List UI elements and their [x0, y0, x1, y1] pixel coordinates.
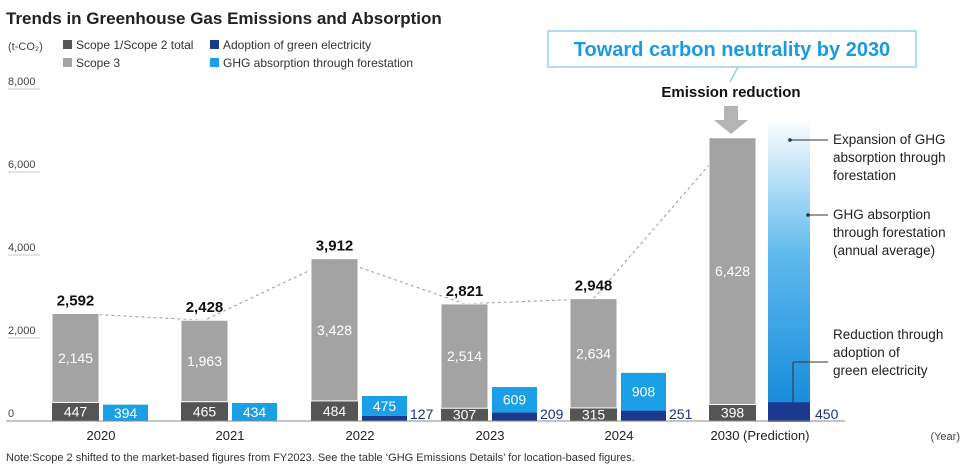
label-forestation: 475 [373, 398, 397, 414]
bar-green-electricity [621, 410, 666, 421]
headline-text: Toward carbon neutrality by 2030 [574, 39, 890, 61]
bar-scope12 [181, 401, 228, 421]
label-scope12: 398 [721, 405, 745, 421]
label-green-electricity: 127 [410, 406, 434, 422]
legend-label-scope12: Scope 1/Scope 2 total [76, 38, 193, 52]
label-green-electricity: 251 [669, 406, 693, 422]
bar-green-electricity [768, 402, 810, 421]
bar-forestation [232, 402, 277, 421]
svg-text:Reduction through: Reduction through [833, 327, 943, 342]
x-tick-label: 2024 [605, 428, 634, 443]
label-scope12: 447 [64, 404, 88, 420]
label-total: 2,821 [446, 283, 484, 300]
bar-scope3 [180, 319, 229, 403]
label-scope3: 2,514 [447, 348, 482, 364]
legend-label-forestation: GHG absorption through forestation [223, 56, 413, 70]
x-tick-label: 2023 [476, 428, 505, 443]
y-tick-label: 4,000 [8, 242, 36, 254]
label-forestation: 908 [632, 384, 656, 400]
annotation-expansion: Expansion of GHG absorption through fore… [833, 132, 946, 183]
bar-scope12 [441, 408, 488, 421]
headline-callout: Toward carbon neutrality by 2030 [547, 30, 917, 83]
bar-scope3 [708, 137, 757, 405]
x-tick-label: 2021 [216, 428, 245, 443]
year-label: (Year) [930, 431, 960, 443]
legend: Scope 1/Scope 2 total Scope 3 Adoption o… [63, 38, 413, 70]
label-scope12: 307 [453, 407, 477, 423]
legend-label-green-electricity: Adoption of green electricity [223, 38, 371, 52]
emission-reduction-label: Emission reduction [661, 84, 800, 101]
svg-text:through forestation: through forestation [833, 225, 946, 240]
legend-label-scope3: Scope 3 [76, 56, 120, 70]
label-scope3: 2,634 [576, 345, 611, 361]
y-tick-label: 8,000 [8, 76, 36, 88]
label-total: 2,948 [575, 278, 613, 295]
x-tick-label: 2022 [346, 428, 375, 443]
bars [51, 137, 810, 421]
legend-swatch-scope3 [63, 58, 72, 67]
svg-text:forestation: forestation [833, 168, 896, 183]
bar-scope3 [51, 312, 100, 403]
label-scope3: 3,428 [317, 322, 352, 338]
label-scope12: 315 [582, 406, 606, 422]
bar-forestation [492, 387, 537, 413]
down-arrow-icon [714, 106, 748, 134]
headline-box [547, 30, 917, 68]
legend-swatch-forestation [210, 58, 219, 67]
bar-scope12 [52, 402, 99, 421]
svg-text:Expansion of GHG: Expansion of GHG [833, 132, 946, 147]
svg-text:(annual average): (annual average) [833, 243, 935, 258]
annotation-ghg-absorption: GHG absorption through forestation (annu… [833, 207, 946, 258]
trend-line [75, 137, 733, 321]
svg-text:GHG absorption: GHG absorption [833, 207, 931, 222]
label-scope3: 2,145 [58, 350, 93, 366]
bar-scope12 [570, 407, 617, 421]
svg-text:green electricity: green electricity [833, 363, 928, 378]
headline-pointer [729, 66, 739, 83]
label-scope12: 465 [193, 403, 217, 419]
bar-green-electricity [492, 412, 537, 421]
x-tick-label: 2030 (Prediction) [711, 428, 810, 443]
y-axis-ticks: 0 2,000 4,000 6,000 8,000 [8, 76, 36, 420]
bar-labels: 447 2,145 2,592 394 465 1,963 2,428 434 484 3,428… [57, 238, 839, 423]
label-scope3: 6,428 [715, 263, 750, 279]
label-forestation: 434 [243, 404, 267, 420]
label-scope12: 484 [323, 403, 347, 419]
annotation-connectors [788, 138, 828, 412]
footnote: Note:Scope 2 shifted to the market-based… [6, 452, 635, 464]
x-tick-label: 2020 [87, 428, 116, 443]
label-total: 3,912 [316, 238, 354, 255]
legend-swatch-green-electricity [210, 40, 219, 49]
svg-text:adoption of: adoption of [833, 345, 900, 360]
annotation-reduction: Reduction through adoption of green elec… [833, 327, 943, 378]
up-arrow-forestation-icon [760, 99, 818, 422]
bar-scope3 [569, 298, 618, 409]
label-forestation: 394 [114, 405, 138, 421]
chart-title: Trends in Greenhouse Gas Emissions and A… [6, 9, 442, 28]
gridlines [8, 88, 40, 339]
legend-swatch-scope12 [63, 40, 72, 49]
unit-label: (t-CO₂) [8, 41, 43, 53]
bar-scope3 [310, 258, 359, 402]
svg-text:absorption through: absorption through [833, 150, 946, 165]
total-trend-line [75, 137, 733, 321]
y-tick-label: 6,000 [8, 159, 36, 171]
bar-forestation [362, 396, 407, 416]
label-scope3: 1,963 [187, 353, 222, 369]
label-total: 2,592 [57, 292, 95, 309]
y-tick-label: 2,000 [8, 325, 36, 337]
bar-forestation [621, 372, 666, 411]
bar-green-electricity [362, 415, 407, 421]
y-tick-label: 0 [8, 408, 14, 420]
x-axis: 2020 2021 2022 2023 2024 2030 (Prediction) [6, 420, 845, 443]
bar-scope12 [311, 400, 358, 421]
label-green-electricity: 450 [815, 406, 839, 422]
label-forestation: 609 [503, 392, 527, 408]
bar-forestation [103, 404, 148, 421]
bar-scope3 [440, 303, 489, 409]
label-green-electricity: 209 [540, 406, 564, 422]
bar-scope12 [709, 404, 756, 421]
label-total: 2,428 [186, 299, 224, 316]
